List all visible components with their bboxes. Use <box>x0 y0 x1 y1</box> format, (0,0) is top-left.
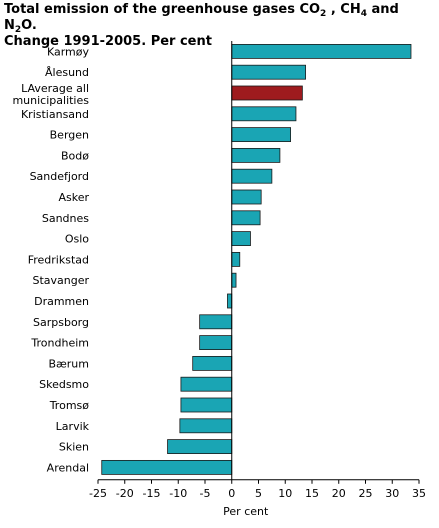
category-label-stavanger: Stavanger <box>32 274 89 287</box>
category-label-fredrikstad: Fredrikstad <box>28 253 89 266</box>
bar-sarpsborg <box>199 314 233 330</box>
bar-baerum <box>192 355 233 371</box>
n2o-subscript: 2 <box>14 25 22 35</box>
category-label-baerum: Bærum <box>48 357 89 370</box>
bar-karmoy <box>231 44 412 59</box>
bar-drammen <box>227 293 233 309</box>
x-tick-label: -5 <box>200 487 211 500</box>
bar-laverage-all-municipalities <box>231 85 303 101</box>
x-tick-label: -25 <box>89 487 107 500</box>
bar-asker <box>231 189 262 205</box>
bar-alesund <box>231 64 306 80</box>
title-mid2: and N <box>4 2 399 33</box>
category-label-karmoy: Karmøy <box>47 45 90 58</box>
x-tick-label: 15 <box>305 487 319 500</box>
x-tick-label: 10 <box>278 487 292 500</box>
x-tick-label: -10 <box>169 487 187 500</box>
category-label-sandefjord: Sandefjord <box>30 170 89 183</box>
chart-title: Total emission of the greenhouse gases C… <box>4 2 436 50</box>
bar-sandefjord <box>231 168 273 184</box>
bar-larvik <box>179 418 233 434</box>
x-tick-label: 0 <box>228 487 235 500</box>
bar-sandnes <box>231 210 261 226</box>
category-label-sarpsborg: Sarpsborg <box>33 316 89 329</box>
category-label-asker: Asker <box>58 191 89 204</box>
category-label-bergen: Bergen <box>50 129 89 142</box>
x-tick-label: 30 <box>385 487 399 500</box>
category-label-trondheim: Trondheim <box>30 337 89 350</box>
bar-stavanger <box>231 272 237 288</box>
title-line1-post: O. <box>21 18 37 33</box>
co2-subscript: 2 <box>320 9 327 19</box>
bar-trondheim <box>199 335 233 351</box>
x-tick-label: -15 <box>143 487 161 500</box>
x-tick-label: 20 <box>332 487 346 500</box>
category-label-bodo: Bodø <box>61 149 89 162</box>
bars-group <box>101 44 412 475</box>
category-label-oslo: Oslo <box>65 233 89 246</box>
bar-arendal <box>101 459 233 475</box>
bar-bergen <box>231 127 291 142</box>
category-label-alesund: Ålesund <box>45 66 89 79</box>
category-label-arendal: Arendal <box>47 461 89 474</box>
category-label-sandnes: Sandnes <box>42 212 89 225</box>
x-tick-label: 25 <box>359 487 373 500</box>
x-axis: -25 -20 -15 -10 -5 0 5 10 15 20 25 30 35 <box>89 41 426 500</box>
category-label-larvik: Larvik <box>56 420 90 433</box>
x-tick-label: 5 <box>255 487 262 500</box>
category-labels-group: Karmøy Ålesund LAverage all municipalitiesK… <box>12 45 89 474</box>
category-label-skien: Skien <box>59 441 89 454</box>
bar-bodo <box>231 147 281 163</box>
category-label-drammen: Drammen <box>34 295 89 308</box>
x-tick-label: -20 <box>116 487 134 500</box>
ch4-subscript: 4 <box>360 9 367 19</box>
category-label-kristiansand: Kristiansand <box>21 108 89 121</box>
title-mid1: , CH <box>326 2 361 17</box>
x-axis-title: Per cent <box>223 505 269 518</box>
bar-kristiansand <box>231 106 297 122</box>
category-label-skedsmo: Skedsmo <box>39 378 89 391</box>
bar-oslo <box>231 231 251 247</box>
x-tick-label: 35 <box>412 487 426 500</box>
bar-skedsmo <box>180 376 233 392</box>
title-line1-pre: Total emission of the greenhouse gases C… <box>4 2 321 17</box>
bar-fredrikstad <box>231 251 241 267</box>
title-line2: Change 1991-2005. Per cent <box>4 34 212 49</box>
bar-tromso <box>180 397 233 413</box>
bar-skien <box>167 439 233 455</box>
category-label-laverage-all-municipalities: LAverage all municipalities <box>12 82 89 107</box>
category-label-tromso: Tromsø <box>49 399 90 412</box>
